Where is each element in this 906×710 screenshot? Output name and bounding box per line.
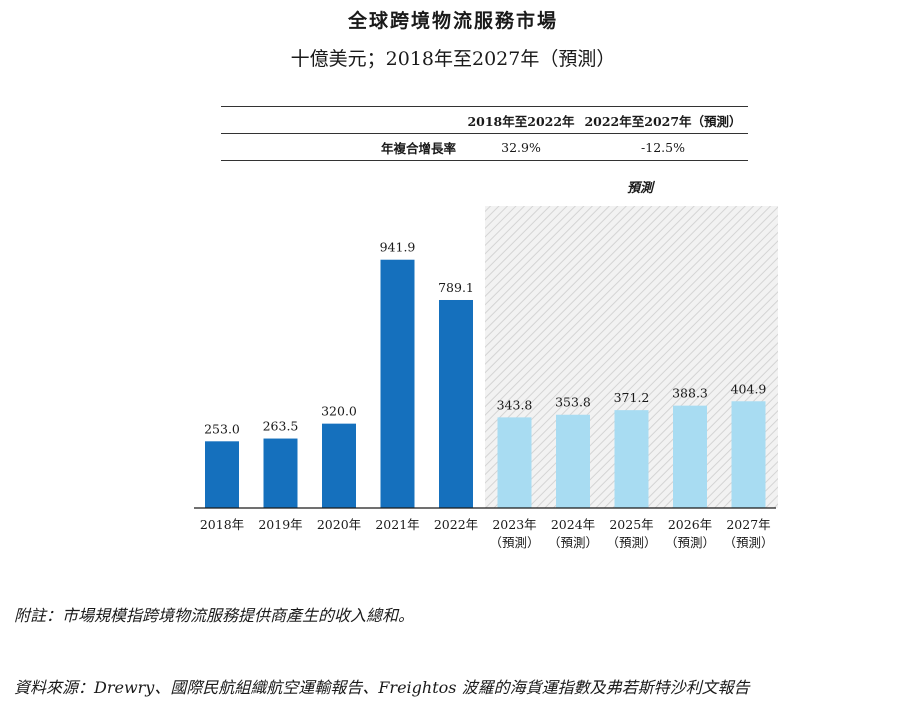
cagr-table-row: 年複合增長率 32.9% -12.5% xyxy=(221,133,748,161)
x-tick-sublabel-2025年: （預測） xyxy=(606,535,656,550)
data-label-2021年: 941.9 xyxy=(380,240,416,255)
data-label-2020年: 320.0 xyxy=(321,404,357,419)
x-tick-label-2024年: 2024年 xyxy=(551,517,595,532)
cagr-value-period-2: -12.5% xyxy=(578,133,748,161)
cagr-header-period-1: 2018年至2022年 xyxy=(464,106,578,134)
cagr-table-header-row: 2018年至2022年 2022年至2027年（預測） xyxy=(221,106,748,134)
x-tick-label-2027年: 2027年 xyxy=(726,517,770,532)
x-tick-label-2026年: 2026年 xyxy=(668,517,712,532)
x-tick-label-2019年: 2019年 xyxy=(258,517,302,532)
footnote: 附註：市場規模指跨境物流服務提供商產生的收入總和。 xyxy=(14,606,415,625)
data-label-2023年: 343.8 xyxy=(497,397,533,412)
cagr-row-label: 年複合增長率 xyxy=(221,133,464,161)
data-label-2024年: 353.8 xyxy=(555,395,591,410)
bar-2024年 xyxy=(556,414,590,508)
bar-2018年 xyxy=(205,441,239,508)
x-tick-label-2018年: 2018年 xyxy=(200,517,244,532)
x-tick-label-2022年: 2022年 xyxy=(434,517,478,532)
bar-2027年 xyxy=(731,401,766,508)
bar-2023年 xyxy=(497,417,532,508)
x-tick-label-2025年: 2025年 xyxy=(609,517,653,532)
bar-2021年 xyxy=(380,259,415,508)
data-label-2018年: 253.0 xyxy=(204,421,240,436)
x-tick-sublabel-2024年: （預測） xyxy=(548,535,598,550)
x-tick-sublabel-2026年: （預測） xyxy=(665,535,715,550)
data-label-2019年: 263.5 xyxy=(263,419,299,434)
cagr-table: 2018年至2022年 2022年至2027年（預測） 年複合增長率 32.9%… xyxy=(221,106,748,161)
source-note: 資料來源：Drewry、國際民航組織航空運輸報告、Freightos 波羅的海貨… xyxy=(14,678,750,697)
cagr-header-period-2: 2022年至2027年（預測） xyxy=(578,106,748,134)
forecast-label: 預測 xyxy=(627,180,656,196)
cagr-header-blank xyxy=(221,106,464,134)
x-tick-label-2023年: 2023年 xyxy=(492,517,536,532)
bar-2026年 xyxy=(673,405,707,508)
x-tick-sublabel-2027年: （預測） xyxy=(723,535,773,550)
x-tick-label-2020年: 2020年 xyxy=(317,517,361,532)
bar-2019年 xyxy=(263,438,298,508)
data-label-2026年: 388.3 xyxy=(672,386,708,401)
x-tick-sublabel-2023年: （預測） xyxy=(489,535,539,550)
x-tick-label-2021年: 2021年 xyxy=(375,517,419,532)
bar-2020年 xyxy=(322,423,356,508)
bar-2025年 xyxy=(614,410,649,508)
data-label-2025年: 371.2 xyxy=(614,390,650,405)
data-label-2027年: 404.9 xyxy=(731,381,767,396)
chart-subtitle: 十億美元；2018年至2027年（預測） xyxy=(290,48,616,70)
bar-chart: 預測 253.0 2018年 263.5 2019年 320.0 2020年 941.9 20… xyxy=(194,180,778,550)
chart-title: 全球跨境物流服務市場 xyxy=(347,10,558,32)
bar-2022年 xyxy=(439,299,473,508)
data-label-2022年: 789.1 xyxy=(438,280,474,295)
cagr-value-period-1: 32.9% xyxy=(464,133,578,161)
